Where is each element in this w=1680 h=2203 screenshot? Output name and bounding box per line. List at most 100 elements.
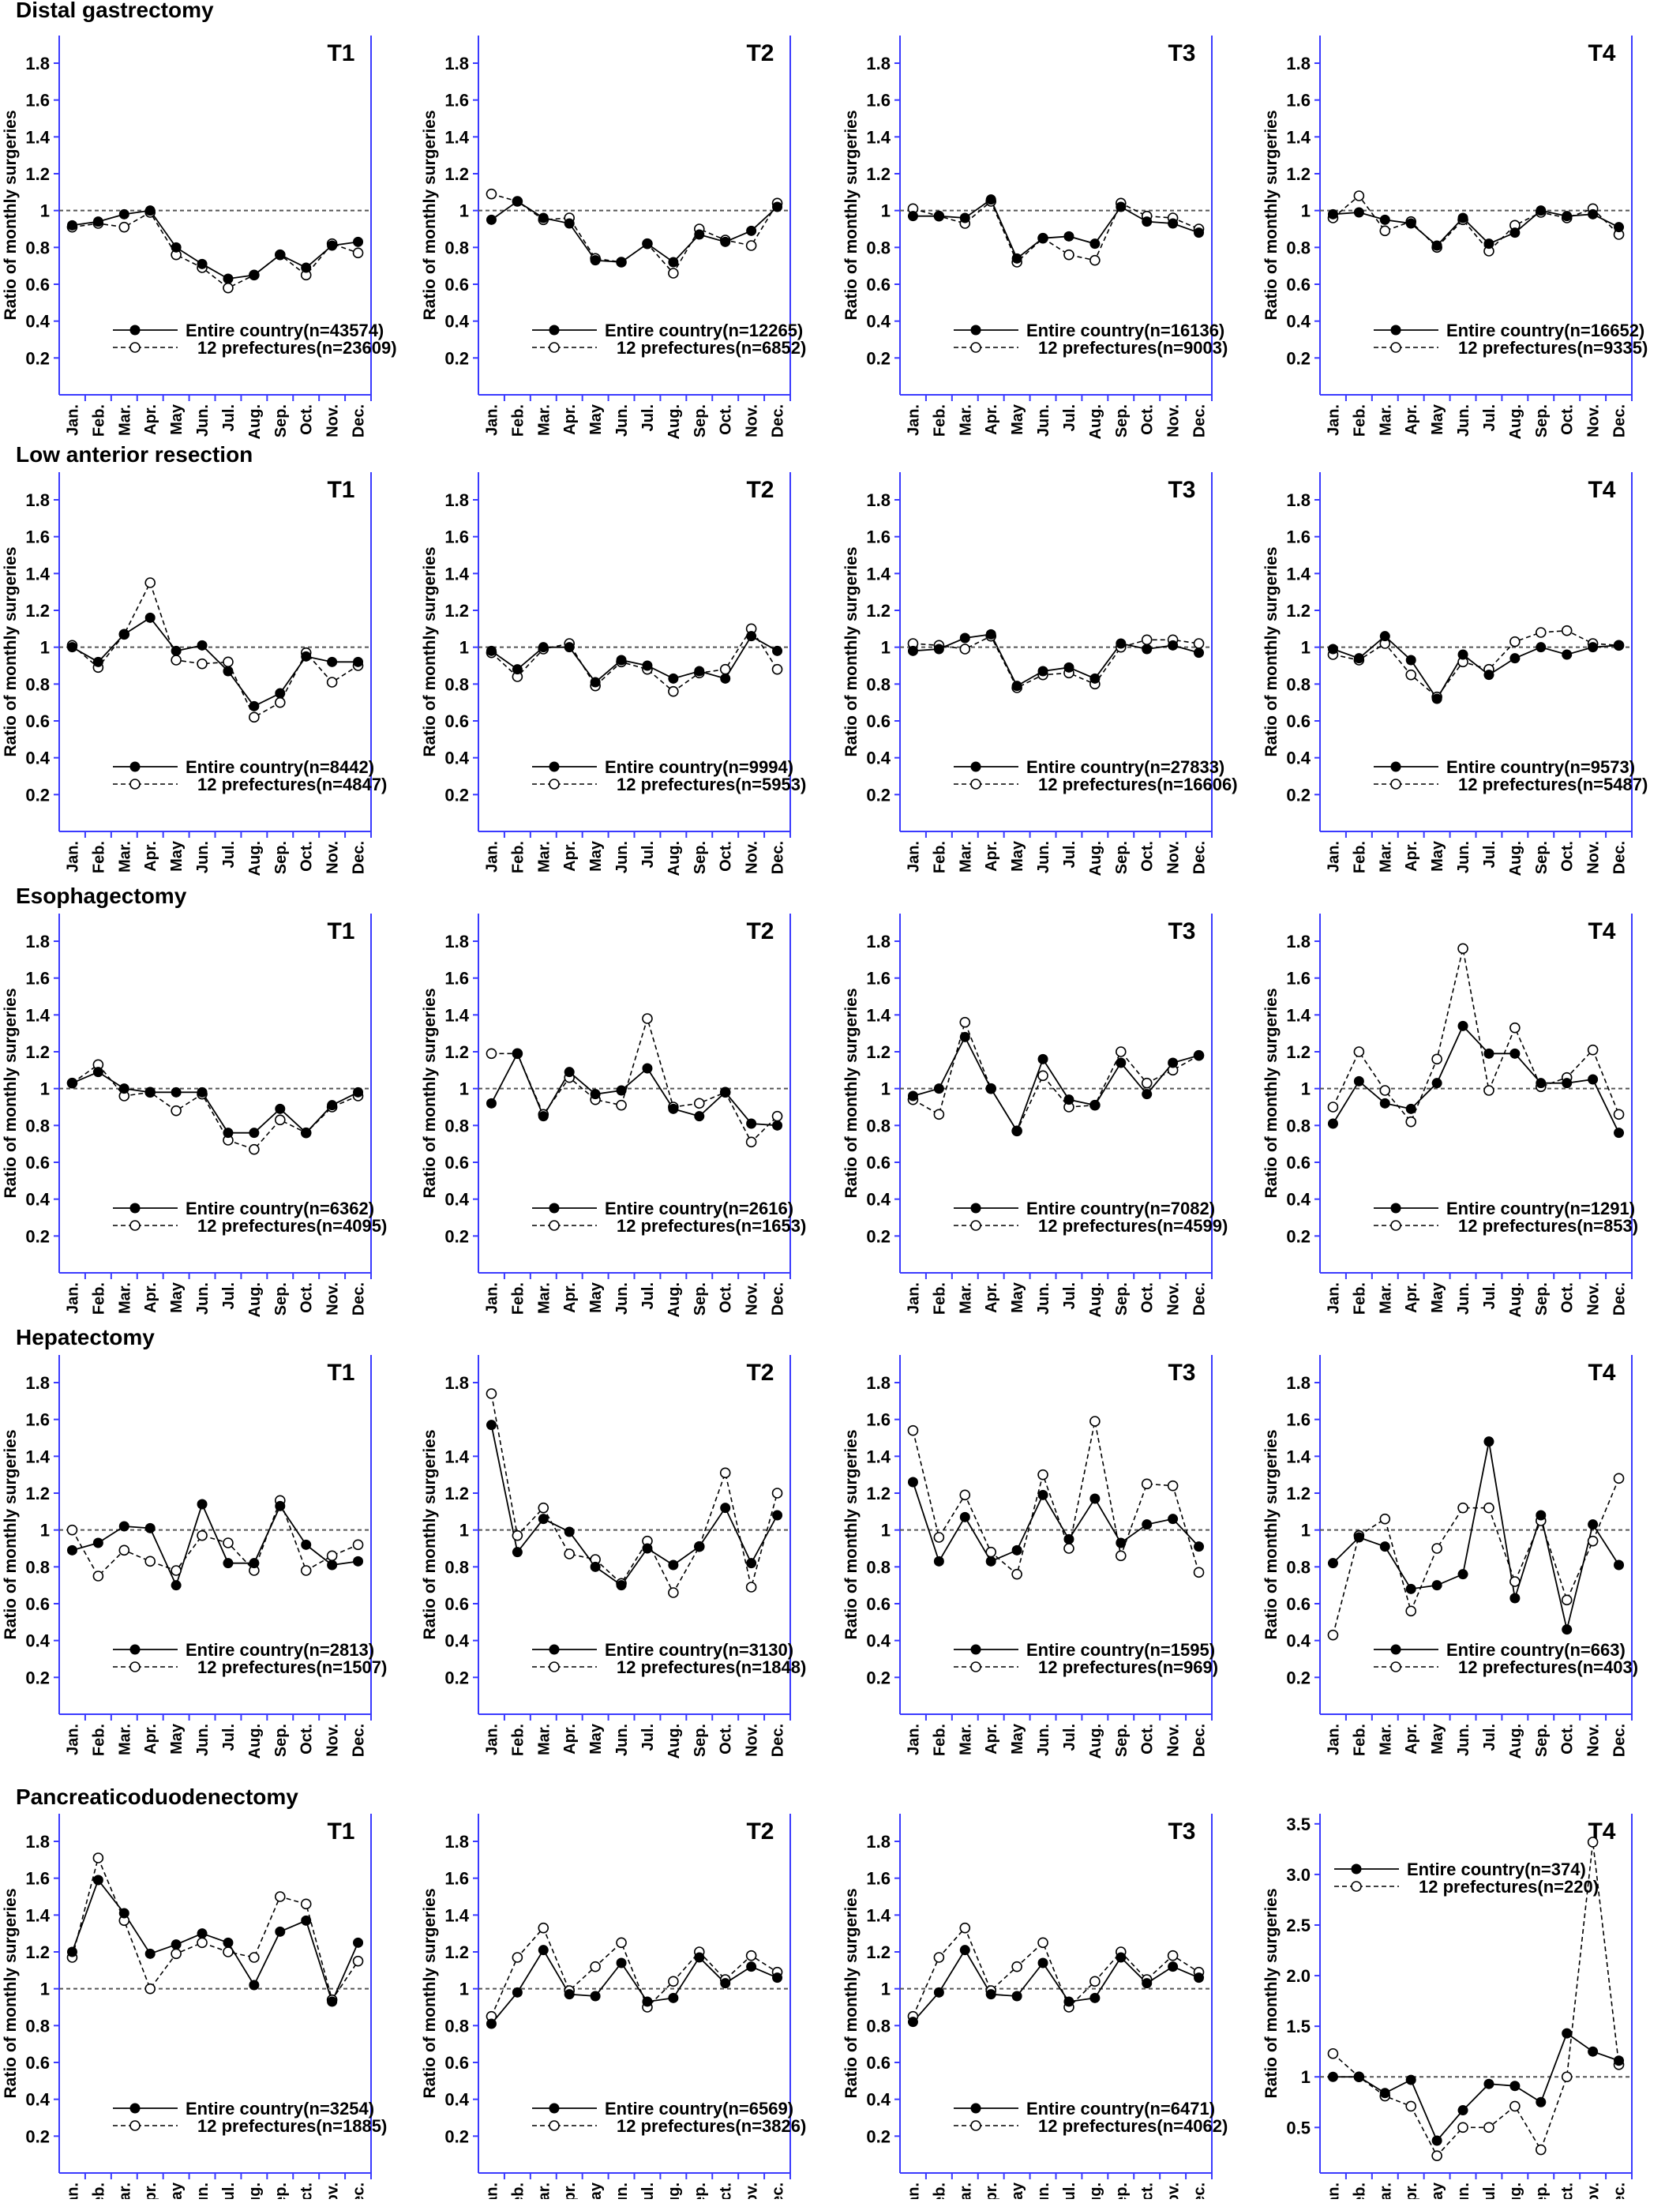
point-entire-country [1457, 1020, 1468, 1031]
point-entire-country [353, 1086, 364, 1098]
x-tick-label: Nov. [324, 404, 342, 437]
point-12-prefectures [223, 1537, 234, 1548]
point-entire-country [1614, 1559, 1625, 1571]
y-axis-title: Ratio of monthly surgeries [1262, 546, 1281, 756]
panel-title: T4 [1588, 918, 1615, 944]
point-12-prefectures [1379, 1085, 1391, 1096]
point-entire-country [1063, 1533, 1074, 1544]
legend-marker-12-prefectures [970, 779, 981, 790]
chart-panel-2-2: 0.2 0.4 0.6 0.8 1 1.2 1.4 1.6 1.8 Ratio of monthl… [842, 914, 1228, 1317]
x-tick-label: May [168, 840, 186, 872]
y-tick-label: 0.2 [866, 785, 891, 805]
point-12-prefectures [144, 577, 156, 588]
series-line-12-prefectures [71, 1064, 358, 1150]
point-entire-country [642, 238, 653, 250]
x-tick-label: Jul. [220, 841, 238, 868]
point-entire-country [249, 1128, 260, 1139]
point-12-prefectures [1115, 1550, 1127, 1562]
x-tick-label: Oct. [1139, 841, 1157, 872]
y-tick-label: 1.2 [866, 1942, 891, 1962]
legend: Entire country(n=374)12 prefectures(n=22… [1334, 1860, 1599, 1897]
x-tick-label: Mar. [1377, 841, 1394, 873]
y-tick-label: 1.4 [25, 564, 50, 584]
x-tick-label: Jan. [64, 404, 81, 436]
point-12-prefectures [249, 711, 260, 723]
legend-marker-entire-country [970, 1203, 981, 1214]
x-tick-label: Feb. [1351, 1282, 1368, 1315]
point-entire-country [746, 1961, 757, 1972]
point-entire-country [1011, 681, 1022, 692]
x-tick-label: Jun. [194, 1724, 212, 1756]
point-entire-country [144, 205, 156, 216]
y-tick-label: 0.4 [25, 312, 50, 332]
point-entire-country [1194, 227, 1205, 238]
point-entire-country [1457, 2105, 1468, 2116]
point-entire-country [668, 673, 679, 684]
panel-title: T4 [1588, 40, 1615, 66]
x-tick-label: Feb. [90, 2182, 107, 2199]
point-entire-country [66, 220, 77, 231]
point-entire-country [1509, 1048, 1521, 1059]
x-tick-label: Jan. [905, 841, 922, 873]
point-entire-country [1116, 1057, 1127, 1068]
series-line-entire-country [1332, 1024, 1620, 1134]
legend-label-entire-country: Entire country(n=43574) [186, 321, 384, 340]
point-entire-country [171, 1580, 182, 1591]
legend-marker-entire-country [970, 2103, 981, 2114]
point-entire-country [642, 1063, 653, 1074]
x-tick-label: Jan. [483, 404, 501, 436]
point-entire-country [1063, 1094, 1074, 1105]
x-tick-label: Apr. [561, 2182, 579, 2199]
legend-label-12-prefectures: 12 prefectures(n=5487) [1458, 775, 1648, 794]
point-entire-country [642, 1996, 653, 2007]
legend: Entire country(n=9573)12 prefectures(n=5… [1374, 757, 1648, 794]
point-entire-country [616, 1580, 627, 1591]
x-tick-label: Feb. [509, 841, 527, 873]
point-12-prefectures [771, 663, 783, 675]
y-tick-label: 0.8 [25, 1116, 50, 1135]
point-entire-country [538, 1945, 549, 1956]
x-tick-label: Sep. [272, 2182, 290, 2199]
point-entire-country [275, 250, 286, 261]
x-tick-label: Sep. [692, 1282, 709, 1315]
point-entire-country [1614, 640, 1625, 651]
y-tick-label: 1 [881, 1079, 891, 1099]
x-tick-label: Apr. [561, 1282, 579, 1313]
y-tick-label: 0.4 [1286, 312, 1311, 332]
point-12-prefectures [300, 1565, 312, 1576]
point-entire-country [118, 208, 129, 220]
series-line-12-prefectures [912, 1421, 1200, 1576]
point-entire-country [1168, 640, 1179, 651]
x-tick-label: May [1009, 840, 1026, 872]
x-tick-label: Oct. [718, 841, 735, 872]
y-tick-label: 0.2 [1286, 1226, 1311, 1246]
point-entire-country [1353, 207, 1364, 218]
legend-marker-entire-country [129, 761, 141, 772]
point-12-prefectures [933, 1952, 945, 1963]
legend-marker-entire-country [1390, 325, 1401, 336]
series-line-12-prefectures [71, 1499, 358, 1578]
x-tick-label: Jul. [220, 1724, 238, 1751]
y-tick-label: 0.4 [1286, 749, 1311, 768]
point-entire-country [985, 1083, 996, 1094]
point-entire-country [1588, 1074, 1599, 1085]
x-tick-label: Dec. [770, 1282, 787, 1315]
point-entire-country [1379, 1098, 1390, 1109]
point-entire-country [959, 1945, 970, 1956]
point-12-prefectures [1405, 669, 1417, 681]
x-tick-label: May [587, 1282, 605, 1313]
x-tick-label: Apr. [1403, 841, 1420, 872]
point-entire-country [171, 1939, 182, 1950]
x-tick-label: Jan. [905, 1724, 922, 1755]
point-entire-country [590, 1089, 601, 1100]
x-tick-label: Jan. [64, 841, 81, 873]
y-tick-label: 0.4 [866, 1631, 891, 1651]
x-tick-label: Jan. [64, 2182, 81, 2199]
legend-label-12-prefectures: 12 prefectures(n=23609) [197, 338, 397, 358]
y-tick-label: 1.6 [444, 1869, 469, 1889]
y-tick-label: 1.6 [25, 527, 50, 547]
point-entire-country [1142, 216, 1153, 227]
legend-label-12-prefectures: 12 prefectures(n=9335) [1458, 338, 1648, 358]
point-entire-country [1562, 1078, 1573, 1089]
